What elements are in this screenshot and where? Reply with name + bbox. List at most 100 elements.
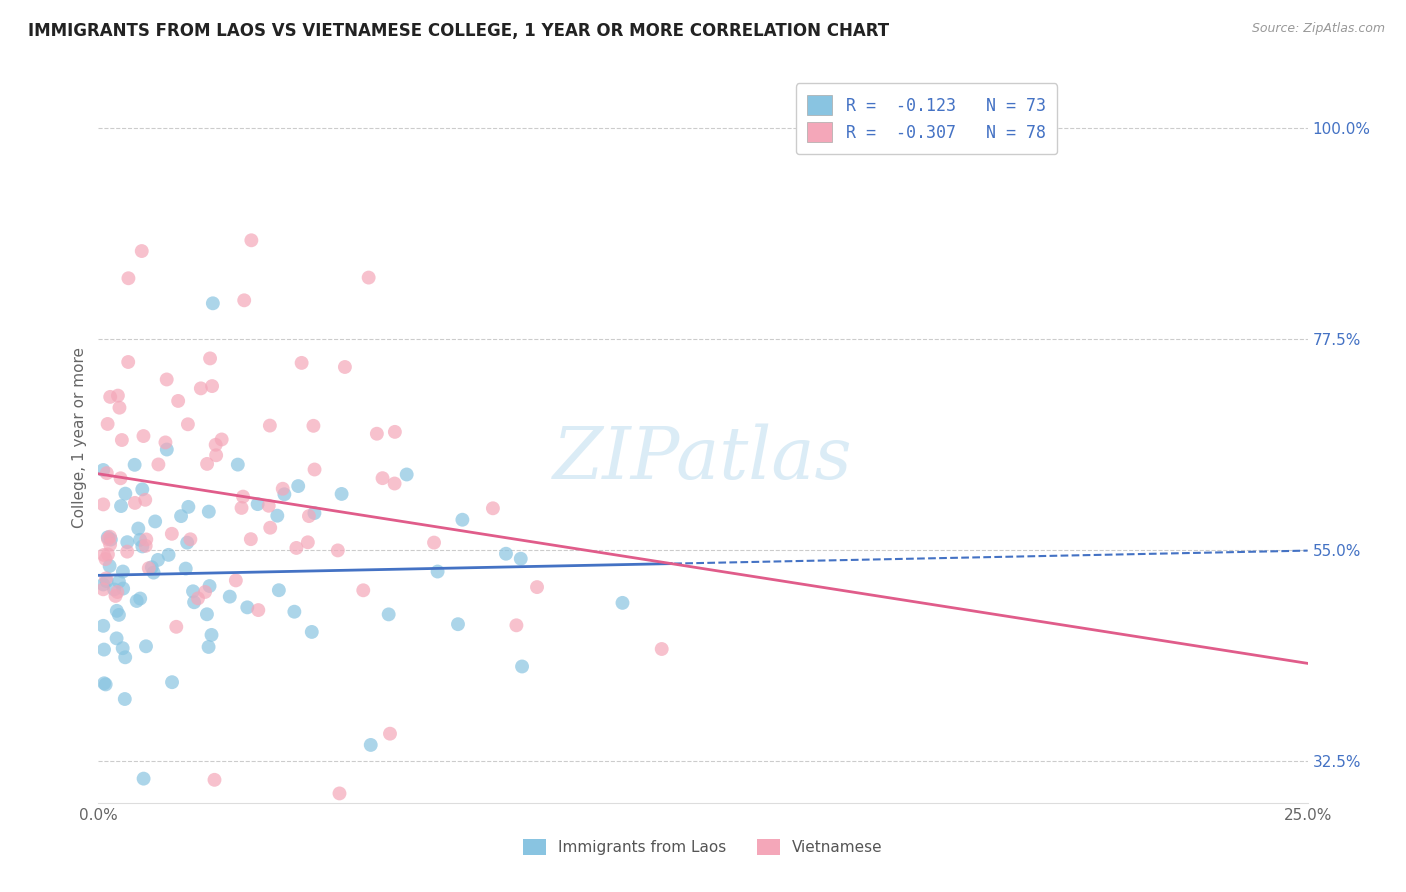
Point [197,640,219,654]
Point [114,486,136,500]
Point [127,522,149,536]
Point [142,566,165,580]
Point [482,501,505,516]
Point [132,429,155,443]
Point [236,600,259,615]
Point [198,579,221,593]
Point [304,462,326,476]
Point [143,515,166,529]
Point [194,585,217,599]
Point [111,565,134,579]
Point [240,233,263,247]
Point [111,641,134,656]
Point [352,583,374,598]
Point [201,379,224,393]
Point [526,580,548,594]
Point [328,786,350,800]
Point [91,497,114,511]
Point [612,596,634,610]
Point [257,499,280,513]
Point [187,591,209,606]
Point [176,535,198,549]
Point [131,483,153,497]
Point [232,490,254,504]
Point [124,496,146,510]
Point [134,492,156,507]
Point [360,738,382,752]
Point [366,426,388,441]
Point [395,467,418,482]
Text: Source: ZipAtlas.com: Source: ZipAtlas.com [1251,22,1385,36]
Point [183,595,205,609]
Point [167,393,190,408]
Point [125,594,148,608]
Point [165,620,187,634]
Point [98,537,121,551]
Point [259,418,281,433]
Point [105,585,128,599]
Point [108,574,131,589]
Point [115,544,138,558]
Point [198,505,221,519]
Point [100,533,122,547]
Point [423,535,446,549]
Point [495,547,517,561]
Point [259,521,281,535]
Point [104,589,127,603]
Point [200,628,222,642]
Y-axis label: College, 1 year or more: College, 1 year or more [72,347,87,527]
Point [117,355,139,369]
Point [509,551,531,566]
Point [114,650,136,665]
Point [129,591,152,606]
Point [298,509,321,524]
Point [287,479,309,493]
Point [156,372,179,386]
Point [103,582,125,597]
Point [285,541,308,555]
Point [93,676,115,690]
Point [97,530,120,544]
Point [138,561,160,575]
Point [195,607,218,622]
Point [94,571,117,585]
Point [111,433,134,447]
Point [93,548,115,562]
Point [155,435,177,450]
Point [505,618,527,632]
Point [371,471,394,485]
Point [273,487,295,501]
Point [135,640,157,654]
Point [98,559,121,574]
Point [330,487,353,501]
Point [326,543,349,558]
Point [357,270,380,285]
Point [271,482,294,496]
Point [97,548,120,562]
Point [108,607,131,622]
Point [148,458,170,472]
Point [174,561,197,575]
Point [107,389,129,403]
Point [267,583,290,598]
Point [96,574,118,589]
Point [91,619,114,633]
Point [94,552,117,566]
Point [447,617,470,632]
Point [218,590,240,604]
Point [177,417,200,432]
Point [291,356,314,370]
Point [204,438,226,452]
Point [97,417,120,431]
Point [179,533,201,547]
Point [195,457,218,471]
Point [98,530,121,544]
Point [105,604,128,618]
Point [226,458,249,472]
Point [114,692,136,706]
Point [97,532,120,546]
Point [384,476,406,491]
Point [426,565,449,579]
Point [231,500,253,515]
Point [160,526,183,541]
